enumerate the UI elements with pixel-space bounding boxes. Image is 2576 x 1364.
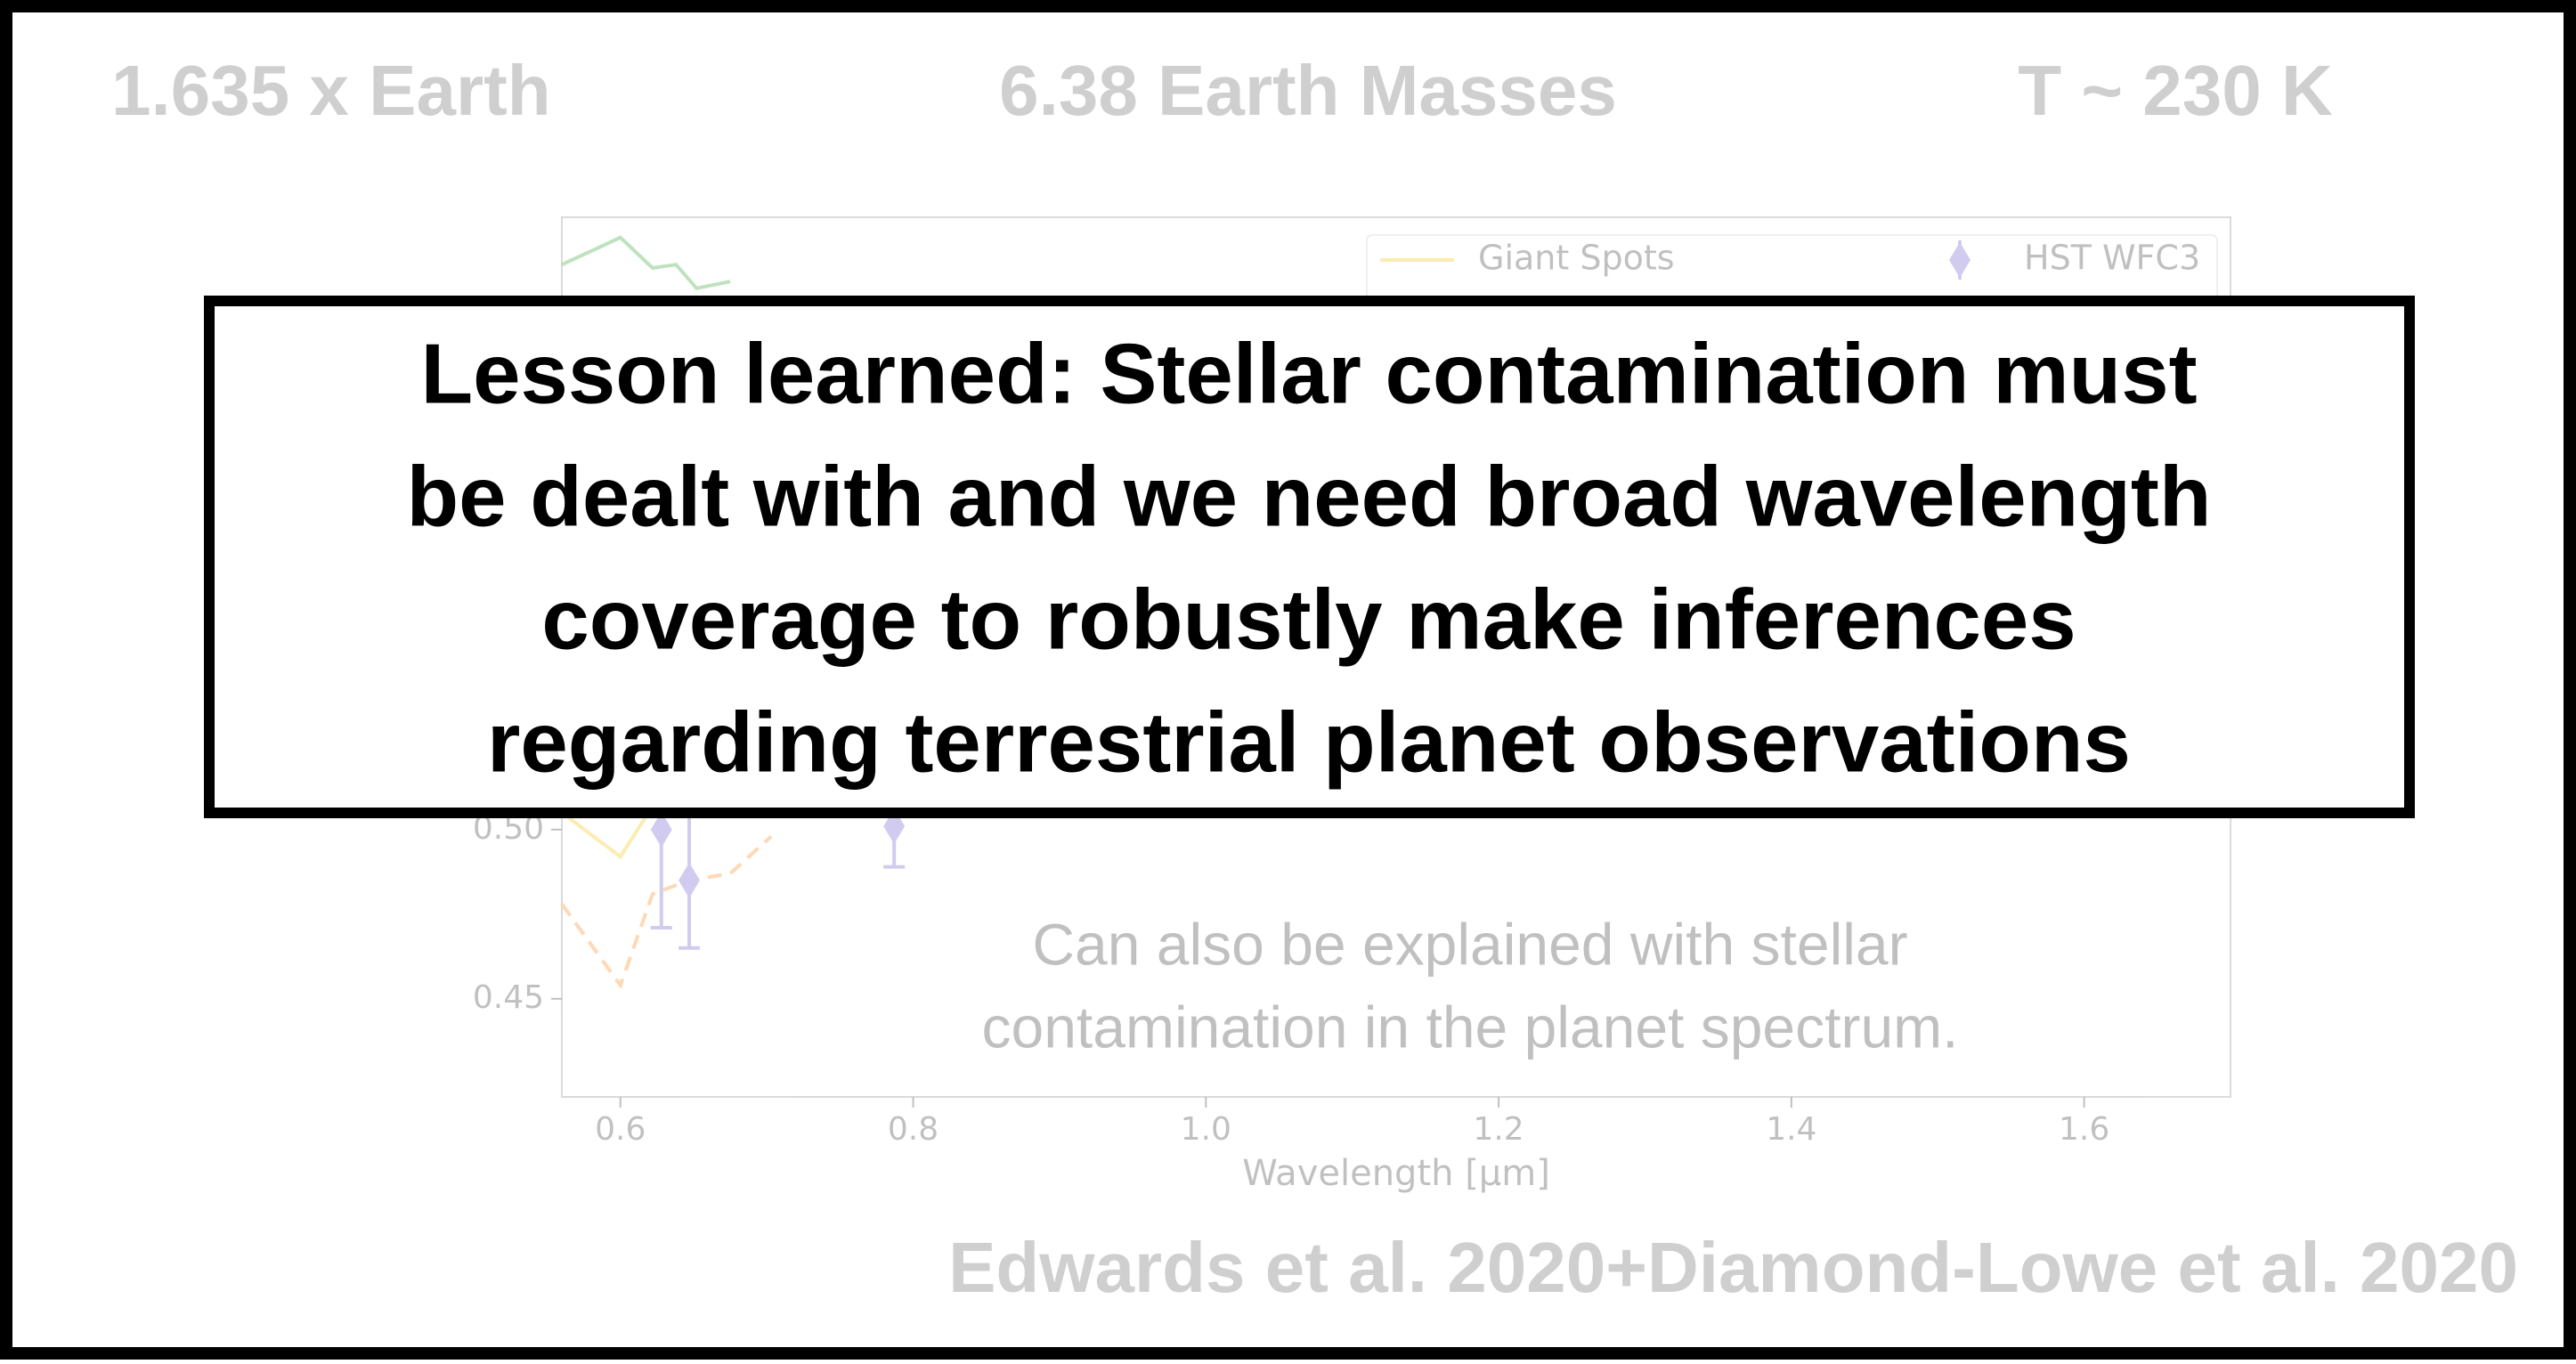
- legend-label: HST WFC3: [2024, 239, 2200, 278]
- radius: 1.635 x Earth: [111, 51, 551, 130]
- callout-line: be dealt with and we need broad waveleng…: [406, 449, 2211, 544]
- y-tick-label: 0.45: [473, 979, 544, 1016]
- temperature: T ~ 230 K: [2018, 51, 2333, 130]
- x-tick-label: 1.0: [1181, 1111, 1231, 1148]
- x-tick-label: 0.6: [595, 1111, 646, 1148]
- annotation: contamination in the planet spectrum.: [982, 994, 1959, 1060]
- x-tick-label: 1.4: [1766, 1111, 1816, 1148]
- mass: 6.38 Earth Masses: [999, 51, 1617, 130]
- x-tick-label: 1.6: [2059, 1111, 2109, 1148]
- legend-label: Giant Spots: [1478, 239, 1675, 278]
- callout-line: Lesson learned: Stellar contamination mu…: [420, 326, 2197, 421]
- callout-line: coverage to robustly make inferences: [541, 572, 2076, 667]
- annotation: Can also be explained with stellar: [1032, 911, 1907, 977]
- x-tick-label: 1.2: [1473, 1111, 1524, 1148]
- x-axis-label: Wavelength [μm]: [1242, 1153, 1550, 1194]
- callout-line: regarding terrestrial planet observation…: [487, 694, 2131, 790]
- citation: Edwards et al. 2020+Diamond-Lowe et al. …: [948, 1228, 2518, 1307]
- x-tick-label: 0.8: [888, 1111, 939, 1148]
- slide: 1.635 x Earth 6.38 Earth Masses T ~ 230 …: [0, 0, 2576, 1360]
